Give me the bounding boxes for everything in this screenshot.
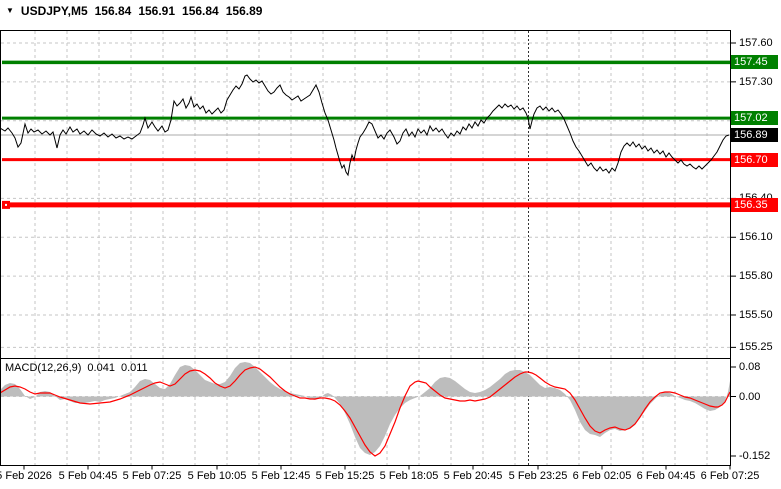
chart-dropdown-icon[interactable]: ▼	[6, 6, 14, 15]
time-axis-label: 5 Feb 18:05	[379, 470, 439, 482]
indicator-axis-label: -0.152	[739, 450, 771, 462]
support-level-badge: 156.70	[731, 152, 778, 167]
macd-signal-line	[0, 366, 731, 457]
indicator-name: MACD(12,26,9)	[5, 362, 82, 374]
price-axis-label: 156.10	[739, 231, 773, 244]
current-price-badge: 156.89	[731, 127, 778, 142]
time-axis-label: 6 Feb 07:25	[700, 470, 760, 482]
time-axis-label: 6 Feb 04:45	[636, 470, 696, 482]
price-axis-label: 155.25	[739, 341, 773, 354]
macd-histogram-area	[0, 362, 730, 455]
resistance-level-badge: 157.02	[731, 111, 778, 126]
symbol-period-label: USDJPY,M5	[20, 4, 88, 18]
chart-header: ▼ USDJPY,M5 156.84 156.91 156.84 156.89	[6, 4, 262, 18]
price-line	[0, 74, 730, 177]
indicator-signal-value: 0.011	[120, 362, 148, 374]
indicator-macd-value: 0.041	[87, 362, 115, 374]
time-axis-label: 5 Feb 10:05	[187, 470, 247, 482]
time-axis-label: 5 Feb 12:45	[251, 470, 311, 482]
price-axis-label: 157.60	[739, 37, 773, 49]
time-axis-label: 5 Feb 20:45	[443, 470, 503, 482]
time-axis-label: 5 Feb 04:45	[58, 470, 118, 482]
indicator-label: MACD(12,26,9) 0.041 0.011	[5, 362, 148, 374]
price-panel-border	[0, 30, 731, 359]
price-axis-label: 155.50	[739, 308, 773, 321]
indicator-panel-border	[0, 358, 731, 466]
price-axis-label: 155.80	[739, 270, 773, 283]
time-axis-label: 5 Feb 07:25	[122, 470, 182, 482]
close-price-value: 156.89	[225, 4, 263, 18]
time-axis-label: 5 Feb 15:25	[315, 470, 375, 482]
indicator-axis-label: 0.00	[739, 390, 761, 403]
level-handle-dot	[5, 203, 7, 206]
high-price-value: 156.91	[138, 4, 176, 18]
support-level-badge: 156.35	[731, 197, 778, 212]
time-axis-label: 5 Feb 23:25	[508, 470, 568, 482]
open-price-value: 156.84	[94, 4, 132, 18]
low-price-value: 156.84	[182, 4, 219, 18]
time-axis-label: 5 Feb 2026	[0, 470, 52, 482]
indicator-axis-label: 0.08	[739, 361, 761, 373]
time-axis-label: 6 Feb 02:05	[572, 470, 632, 482]
resistance-level-badge: 157.45	[731, 55, 778, 70]
price-axis-label: 157.30	[739, 75, 773, 88]
